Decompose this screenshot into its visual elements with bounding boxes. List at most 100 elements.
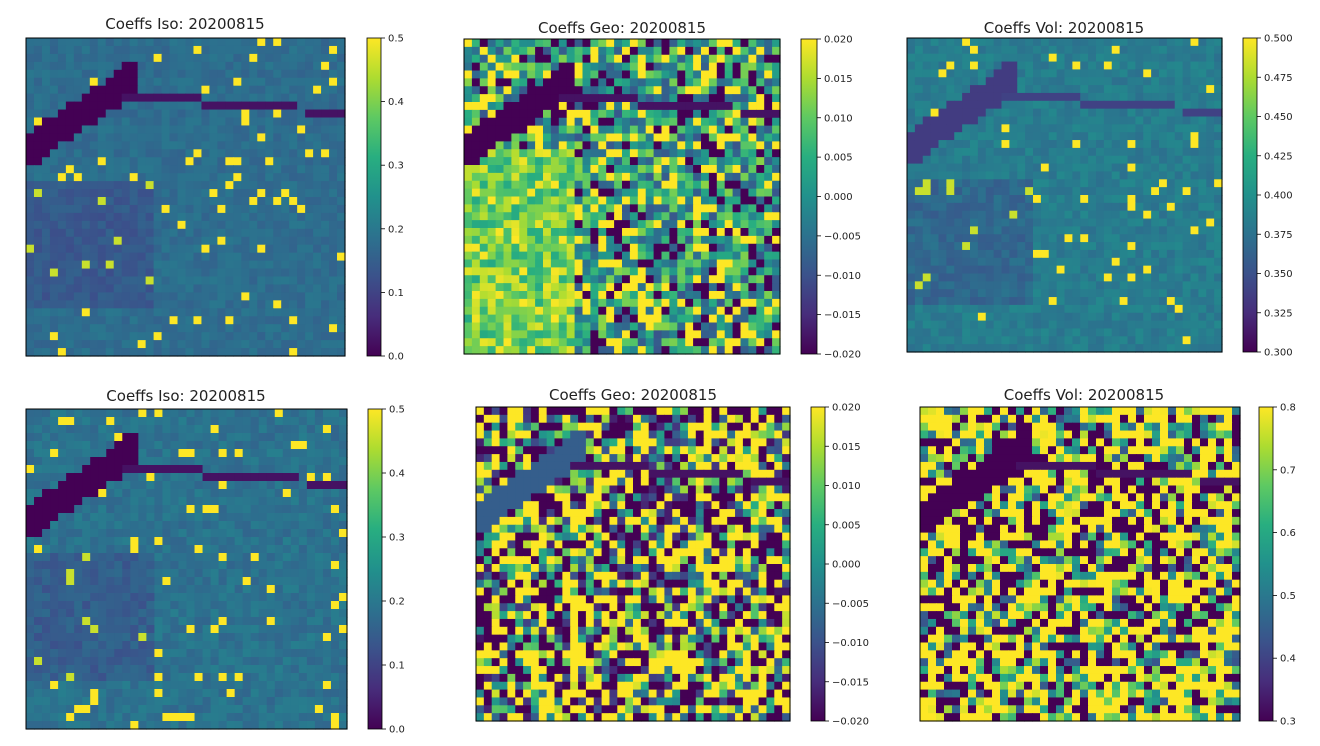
heatmap-cell [1214, 155, 1223, 165]
heatmap-cell [938, 226, 947, 235]
heatmap-cell [574, 235, 584, 245]
heatmap-cell [590, 149, 599, 158]
heatmap-cell [1190, 155, 1199, 165]
heatmap-cell [1206, 69, 1215, 78]
heatmap-cell [249, 197, 258, 206]
heatmap-cell [1064, 226, 1073, 235]
heatmap-cell [685, 165, 694, 174]
heatmap-cell [233, 300, 242, 309]
heatmap-cell [708, 306, 718, 316]
heatmap-cell [49, 109, 59, 119]
heatmap-cell [582, 283, 591, 292]
heatmap-cell [629, 188, 639, 198]
heatmap-cell [305, 268, 314, 278]
heatmap-cell [724, 322, 734, 331]
heatmap-cell [329, 260, 338, 270]
heatmap-cell [962, 77, 971, 86]
heatmap-cell [65, 292, 75, 301]
heatmap-cell [145, 332, 155, 341]
heatmap-cell [677, 125, 686, 135]
heatmap-cell [26, 61, 35, 71]
heatmap-cell [716, 78, 726, 87]
heatmap-cell [137, 300, 147, 309]
chart-title: Coeffs Vol: 20200815 [984, 19, 1144, 37]
heatmap-cell [661, 78, 670, 87]
heatmap-cell [495, 188, 505, 198]
heatmap-cell [249, 340, 258, 349]
heatmap-cell [305, 332, 314, 341]
heatmap-cell [305, 125, 314, 134]
heatmap-cell [1096, 61, 1105, 70]
heatmap-cell [543, 283, 552, 292]
heatmap-cell [1017, 234, 1026, 243]
heatmap-cell [970, 171, 979, 180]
heatmap-cell [113, 204, 123, 214]
heatmap-cell [1174, 265, 1184, 275]
heatmap-cell [495, 228, 505, 237]
heatmap-cell [566, 235, 576, 245]
heatmap-cell [330, 425, 340, 434]
heatmap-cell [511, 291, 520, 300]
heatmap-cell [57, 316, 67, 325]
heatmap-cell [495, 141, 505, 150]
heatmap-cell [1198, 265, 1207, 275]
heatmap-cell [177, 212, 187, 222]
heatmap-cell [479, 306, 489, 316]
heatmap-cell [954, 257, 963, 267]
heatmap-cell [946, 218, 955, 227]
heatmap-cell [97, 284, 107, 293]
heatmap-cell [49, 236, 59, 246]
heatmap-cell [1111, 163, 1121, 173]
heatmap-cell [527, 117, 536, 127]
heatmap-cell [145, 300, 155, 309]
heatmap-cell [954, 69, 963, 78]
heatmap-cell [121, 268, 131, 278]
heatmap-cell [1072, 242, 1081, 251]
heatmap-cell [748, 267, 757, 276]
heatmap-cell [1017, 100, 1026, 110]
heatmap-cell [233, 332, 242, 341]
heatmap-cell [772, 125, 781, 135]
heatmap-cell [41, 189, 51, 198]
heatmap-cell [121, 141, 131, 150]
heatmap-cell [701, 94, 710, 103]
heatmap-cell [145, 189, 155, 198]
heatmap-cell [1040, 195, 1050, 204]
heatmap-cell [1088, 249, 1097, 259]
heatmap-cell [1009, 155, 1018, 165]
heatmap-cell [1056, 273, 1066, 282]
heatmap-cell [289, 340, 298, 349]
heatmap-cell [305, 340, 314, 349]
heatmap-cell [724, 243, 734, 253]
heatmap-cell [74, 417, 83, 426]
heatmap-cell [321, 69, 330, 79]
heatmap-cell [661, 228, 670, 237]
heatmap-cell [606, 346, 615, 355]
heatmap-cell [708, 212, 718, 221]
heatmap-cell [962, 273, 971, 282]
heatmap-cell [930, 38, 940, 47]
heatmap-cell [177, 133, 187, 142]
heatmap-cell [1025, 61, 1034, 70]
heatmap-cell [661, 259, 670, 268]
heatmap-cell [977, 202, 987, 212]
heatmap-cell [535, 70, 544, 79]
heatmap-cell [257, 189, 266, 198]
heatmap-cell [1190, 304, 1199, 314]
heatmap-cell [938, 155, 947, 165]
heatmap-cell [1009, 226, 1018, 235]
heatmap-cell [57, 284, 67, 293]
heatmap-cell [772, 39, 781, 48]
heatmap-cell [954, 265, 963, 275]
heatmap-cell [527, 78, 536, 87]
heatmap-cell [201, 276, 211, 286]
heatmap-cell [137, 117, 147, 127]
heatmap-cell [685, 314, 694, 324]
heatmap-cell [185, 181, 195, 190]
heatmap-cell [1143, 108, 1152, 118]
heatmap-cell [26, 284, 35, 293]
heatmap-cell [73, 45, 83, 55]
heatmap-cell [629, 283, 639, 292]
heatmap-cell [1174, 289, 1184, 298]
heatmap-cell [938, 69, 947, 78]
